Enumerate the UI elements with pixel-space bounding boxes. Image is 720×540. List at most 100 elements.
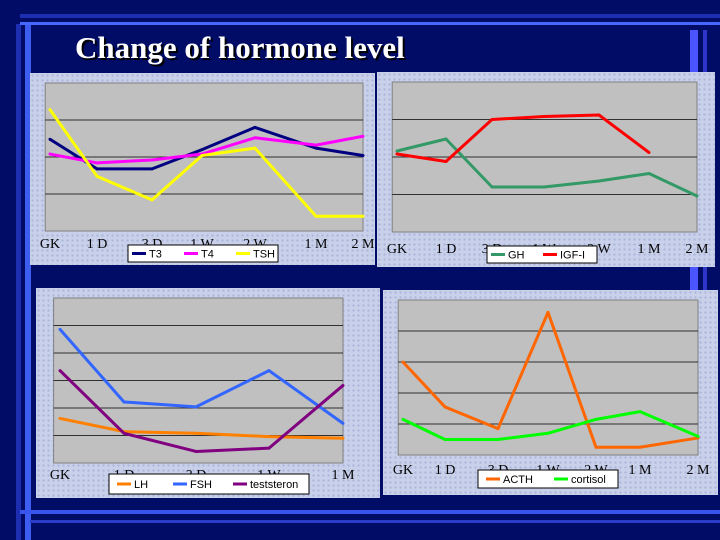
data-point <box>594 417 598 421</box>
data-point <box>314 143 318 147</box>
data-point <box>341 383 345 387</box>
data-point <box>267 369 271 373</box>
bottom-accent-line-2 <box>30 520 720 523</box>
data-point <box>490 185 494 189</box>
legend-label: T3 <box>149 249 162 261</box>
top-accent-line <box>20 14 720 18</box>
x-tick-label: 2 M <box>687 463 711 478</box>
x-tick-label: 1 M <box>629 463 653 478</box>
data-point <box>95 174 99 178</box>
data-point <box>361 134 365 138</box>
data-point <box>496 438 500 441</box>
data-point <box>638 445 642 449</box>
data-point <box>267 446 271 450</box>
data-point <box>48 108 52 112</box>
legend-label: ACTH <box>503 474 533 486</box>
data-point <box>594 445 598 449</box>
plot-area <box>397 299 699 456</box>
data-point <box>253 146 257 150</box>
data-point <box>443 438 447 441</box>
data-point <box>48 152 52 156</box>
legend-label: TSH <box>253 249 275 261</box>
data-point <box>95 161 99 165</box>
legend <box>127 244 279 263</box>
legend-label: GH <box>508 250 525 262</box>
data-point <box>314 146 318 150</box>
x-tick-label: GK <box>50 468 70 483</box>
x-tick-label: 1 M <box>332 468 356 483</box>
data-point <box>395 152 399 156</box>
data-point <box>444 160 448 163</box>
legend-label: FSH <box>190 479 212 491</box>
data-point <box>361 214 365 218</box>
legend-label: cortisol <box>571 474 606 486</box>
x-tick-label: 1 M <box>638 242 662 257</box>
data-point <box>647 151 651 154</box>
legend <box>477 469 619 489</box>
data-point <box>200 148 204 152</box>
data-point <box>401 417 405 421</box>
data-point <box>597 113 601 117</box>
data-point <box>58 416 62 420</box>
top-accent-line-2 <box>20 22 720 25</box>
data-point <box>253 136 257 140</box>
data-point <box>58 369 62 373</box>
data-point <box>496 427 500 431</box>
data-point <box>150 198 154 202</box>
data-point <box>361 154 365 158</box>
left-accent-bar-outer <box>16 24 21 540</box>
data-point <box>95 167 99 171</box>
data-point <box>58 327 62 331</box>
x-tick-label: 2 M <box>352 237 376 252</box>
data-point <box>253 125 257 129</box>
data-point <box>443 405 447 409</box>
data-point <box>490 118 494 121</box>
data-point <box>200 154 204 158</box>
data-point <box>194 431 198 435</box>
data-point <box>194 405 198 409</box>
data-point <box>48 137 52 141</box>
data-point <box>341 421 345 425</box>
data-point <box>647 172 651 175</box>
data-point <box>546 431 550 435</box>
x-tick-label: GK <box>387 242 407 257</box>
slide-title: Change of hormone level <box>75 30 405 65</box>
x-tick-label: 1 D <box>436 242 457 257</box>
legend-label: LH <box>134 479 148 491</box>
data-point <box>444 137 448 141</box>
data-point <box>638 410 642 414</box>
data-point <box>194 449 198 453</box>
x-tick-label: 1 D <box>435 463 456 478</box>
data-point <box>542 185 546 189</box>
x-tick-label: 1 M <box>305 237 329 252</box>
data-point <box>314 214 318 218</box>
legend-label: IGF-I <box>560 250 585 262</box>
data-point <box>546 310 550 314</box>
legend <box>108 473 310 495</box>
data-point <box>395 149 399 153</box>
x-tick-label: 1 D <box>87 237 108 252</box>
data-point <box>122 431 126 435</box>
data-point <box>597 179 601 183</box>
data-point <box>696 434 700 438</box>
x-tick-label: GK <box>393 463 413 478</box>
left-accent-bar-inner <box>25 24 31 540</box>
bottom-accent-line <box>20 510 720 514</box>
legend <box>486 245 598 264</box>
x-tick-label: GK <box>40 237 60 252</box>
data-point <box>401 360 405 364</box>
data-point <box>150 158 154 162</box>
data-point <box>695 194 699 198</box>
x-tick-label: 2 M <box>686 242 710 257</box>
legend-label: T4 <box>201 249 214 261</box>
data-point <box>267 435 271 439</box>
data-point <box>542 115 546 118</box>
